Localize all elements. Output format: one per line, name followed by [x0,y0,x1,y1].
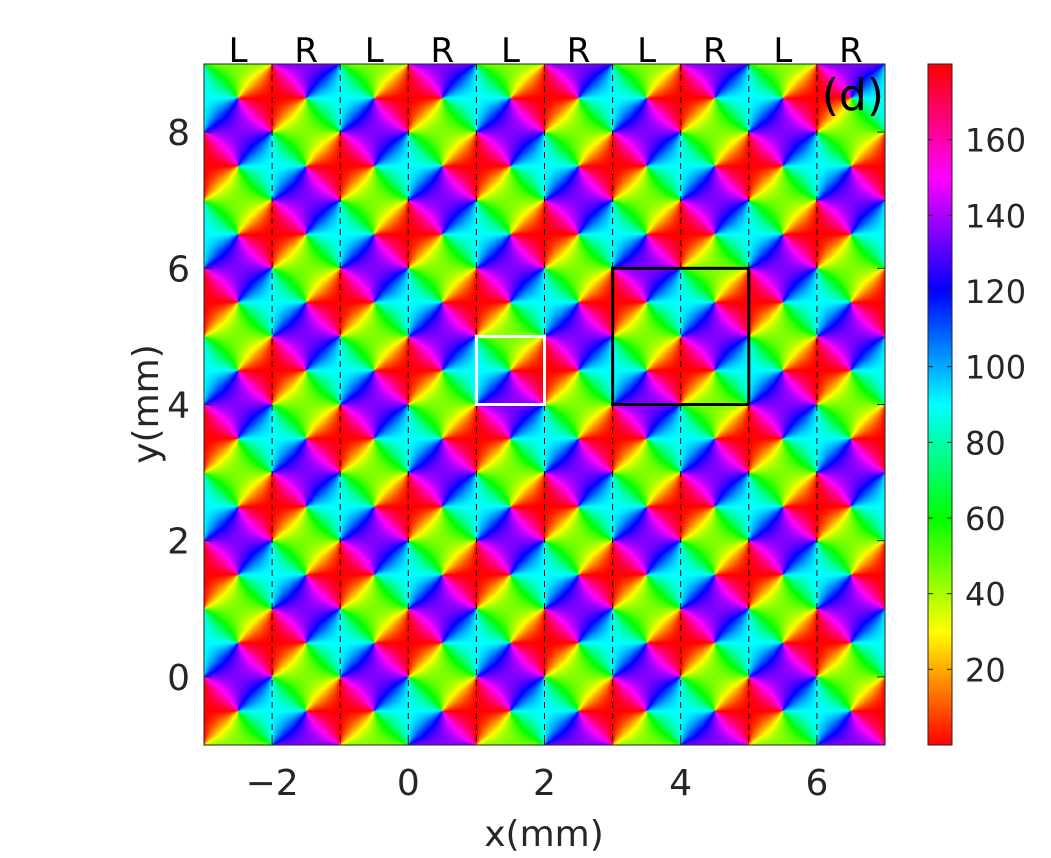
y-tick-label: 8 [167,113,190,154]
column-label: R [567,31,591,71]
dashed-lines [271,64,818,745]
x-axis-label: x(mm) [484,814,604,855]
colorbar-tick-label: 20 [965,651,1006,689]
colorbar-tick-label: 100 [965,349,1026,387]
colorbar-ticks: 20 40 60 80 100 120 140 160 [928,122,1026,689]
colorbar [927,63,953,746]
colorbar-tick-label: 160 [965,122,1026,160]
column-label: L [637,31,656,71]
x-tick-label: −2 [246,763,299,804]
colorbar-tick-label: 120 [965,273,1026,311]
annotation-rectangle [611,266,751,406]
column-label: R [431,31,455,71]
column-label: R [839,31,863,71]
colorbar-tick-label: 80 [965,424,1006,462]
y-tick-label: 2 [167,522,190,563]
column-label: R [703,31,727,71]
y-tick-label: 6 [167,249,190,290]
annotation-rectangle [474,334,546,406]
x-tick-label: 4 [669,763,692,804]
column-label: L [365,31,384,71]
column-label: L [501,31,520,71]
x-tick-label: 0 [397,763,420,804]
x-tick-labels: −2 0 2 4 6 [246,763,829,804]
panel-label: (d) [822,70,884,121]
y-tick-labels: 0 2 4 6 8 [167,113,190,699]
axis-ticks [204,64,885,745]
annotation-rectangles [474,266,751,406]
colorbar-tick-label: 40 [965,576,1006,614]
column-label: L [773,31,792,71]
colorbar-tick-label: 60 [965,500,1006,538]
y-tick-label: 4 [167,386,190,427]
y-tick-label: 0 [167,658,190,699]
colorbar-tick-label: 140 [965,197,1026,235]
column-label: R [294,31,318,71]
y-axis-label: y(mm) [126,344,167,464]
x-tick-label: 2 [533,763,556,804]
x-tick-label: 6 [805,763,828,804]
column-label: L [229,31,248,71]
